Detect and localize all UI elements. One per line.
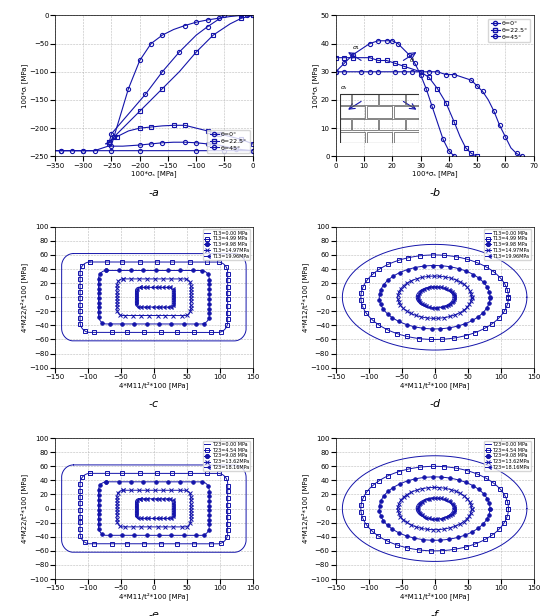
Legend: θ=0°, θ=22.5°, θ=45°: θ=0°, θ=22.5°, θ=45° bbox=[207, 129, 250, 153]
Text: $\vartheta$: $\vartheta$ bbox=[409, 56, 415, 64]
Y-axis label: 100*σᵢ [MPa]: 100*σᵢ [MPa] bbox=[312, 63, 319, 108]
Text: $\sigma_1$: $\sigma_1$ bbox=[351, 44, 360, 52]
Text: -a: -a bbox=[148, 188, 159, 198]
X-axis label: 4*M11/t²*100 [MPa]: 4*M11/t²*100 [MPa] bbox=[119, 593, 189, 601]
X-axis label: 4*M11/t²*100 [MPa]: 4*M11/t²*100 [MPa] bbox=[400, 593, 469, 601]
Legend: θ=0°, θ=22.5°, θ=45°: θ=0°, θ=22.5°, θ=45° bbox=[488, 18, 530, 42]
Text: $\sigma_s$: $\sigma_s$ bbox=[340, 84, 348, 92]
X-axis label: 100*σₛ [MPa]: 100*σₛ [MPa] bbox=[131, 170, 177, 177]
Y-axis label: 4*M12/t²*100 [MPa]: 4*M12/t²*100 [MPa] bbox=[301, 474, 309, 543]
Legend: T23=0.00 MPa, T23=4.54 MPa, T23=9.08 MPa, T23=13.62MPa, T23=18.16MPa: T23=0.00 MPa, T23=4.54 MPa, T23=9.08 MPa… bbox=[203, 440, 250, 471]
X-axis label: 100*σₛ [MPa]: 100*σₛ [MPa] bbox=[412, 170, 458, 177]
Y-axis label: 100*σᵢ [MPa]: 100*σᵢ [MPa] bbox=[21, 63, 28, 108]
Text: -d: -d bbox=[429, 399, 440, 409]
Text: -e: -e bbox=[148, 610, 159, 616]
Legend: T13=0.00 MPa, T13=4.99 MPa, T13=9.98 MPa, T13=14.97MPa, T13=19.96MPa: T13=0.00 MPa, T13=4.99 MPa, T13=9.98 MPa… bbox=[203, 229, 250, 260]
Text: -b: -b bbox=[429, 188, 440, 198]
X-axis label: 4*M11/t²*100 [MPa]: 4*M11/t²*100 [MPa] bbox=[400, 381, 469, 389]
Text: -c: -c bbox=[149, 399, 159, 409]
Legend: T13=0.00 MPa, T13=4.99 MPa, T13=9.98 MPa, T13=14.97MPa, T13=19.96MPa: T13=0.00 MPa, T13=4.99 MPa, T13=9.98 MPa… bbox=[484, 229, 531, 260]
Y-axis label: 4*M12/t²*100 [MPa]: 4*M12/t²*100 [MPa] bbox=[301, 262, 309, 332]
Y-axis label: 4*M22/t²*100 [MPa]: 4*M22/t²*100 [MPa] bbox=[20, 474, 28, 543]
Text: -f: -f bbox=[431, 610, 438, 616]
Y-axis label: 4*M22/t²*100 [MPa]: 4*M22/t²*100 [MPa] bbox=[20, 262, 28, 332]
X-axis label: 4*M11/t²*100 [MPa]: 4*M11/t²*100 [MPa] bbox=[119, 381, 189, 389]
Legend: T23=0.00 MPa, T23=4.54 MPa, T23=9.08 MPa, T23=13.62MPa, T23=18.16MPa: T23=0.00 MPa, T23=4.54 MPa, T23=9.08 MPa… bbox=[483, 440, 531, 471]
